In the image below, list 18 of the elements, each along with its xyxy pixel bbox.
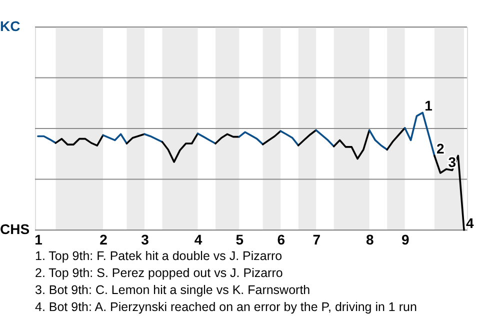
x-tick-label: 1 — [34, 232, 43, 248]
x-tick-label: 2 — [100, 232, 108, 248]
text: 4. Bot 9th: A. Pierzynski reached on an error by the P, driving in 1 run — [35, 300, 417, 314]
x-tick-label: 7 — [312, 232, 321, 248]
x-tick-label: 9 — [401, 232, 410, 248]
annotation: 1 — [424, 98, 433, 114]
text: 3. Bot 9th: C. Lemon hit a single vs K. Farnsworth — [35, 283, 310, 297]
annotation: 4 — [466, 215, 474, 231]
x-tick-label: 8 — [366, 232, 374, 248]
ref-line-label: KC — [0, 18, 20, 34]
x-tick-label: 5 — [236, 232, 244, 248]
annotation: 2 — [436, 140, 444, 157]
text: 1. Top 9th: F. Patek hit a double vs J. Pizarro — [35, 249, 282, 263]
x-tick-label: 4 — [194, 232, 202, 248]
x-tick-label: 3 — [141, 232, 150, 248]
x-tick-label: 6 — [277, 232, 286, 248]
ref-line-label: CHS — [0, 221, 30, 237]
text: 2. Top 9th: S. Perez popped out vs J. Pizarro — [35, 266, 283, 280]
